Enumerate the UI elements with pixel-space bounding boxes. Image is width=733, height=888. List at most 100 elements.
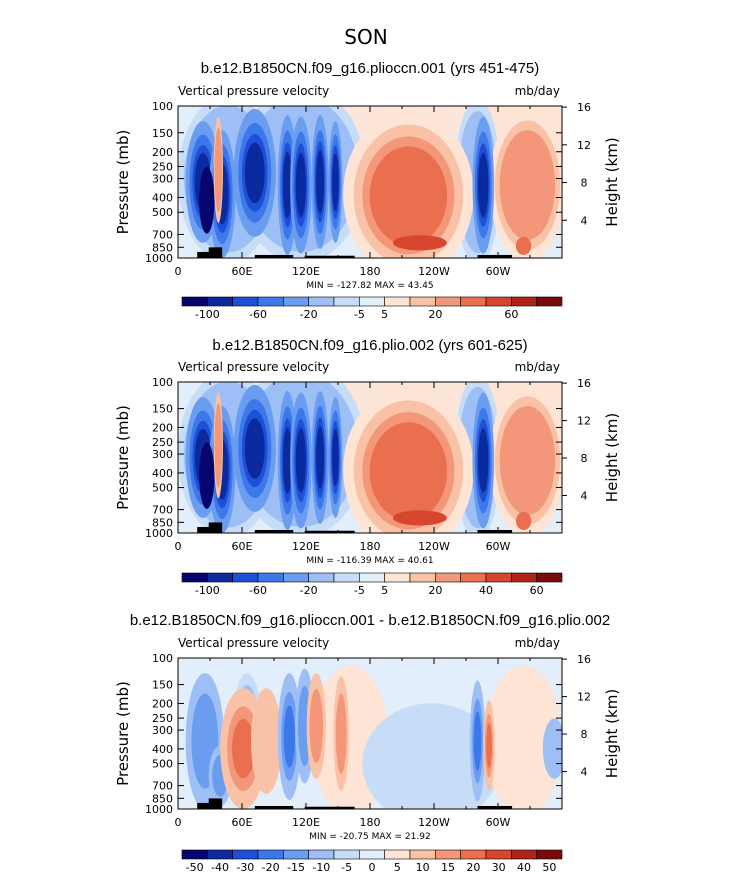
y-tick-label: 500: [152, 758, 173, 771]
colorbar-swatch: [333, 572, 360, 583]
height-tick-label: 16: [577, 377, 591, 390]
rise-core-a-0: [199, 442, 215, 509]
colorbar-label: 15: [441, 861, 455, 874]
colorbar: -50 -40 -30 -20 -15 -10 -5 0 5 10 15 20 30 40 50: [181, 849, 563, 874]
diff-pink-atlantic-0: [485, 665, 562, 809]
colorbar-swatch: [435, 849, 461, 860]
rise-column-4-3: [295, 428, 306, 493]
sink-pacific-3: [369, 422, 448, 521]
colorbar: -100 -60 -20 -5 5 20 60: [181, 296, 563, 321]
height-tick-label: 4: [581, 766, 588, 779]
height-tick-label: 8: [581, 728, 588, 741]
x-tick-label: 120W: [418, 816, 450, 829]
height-tick-label: 8: [581, 177, 588, 190]
colorbar-swatch: [359, 572, 385, 583]
y-tick-label: 700: [152, 780, 173, 793]
colorbar-swatch: [536, 572, 563, 583]
y-tick-label: 850: [152, 241, 173, 254]
colorbar-label: -30: [236, 861, 254, 874]
rise-column-5-3: [316, 425, 325, 490]
colorbar-swatch: [308, 296, 335, 307]
colorbar-swatch: [232, 296, 259, 307]
colorbar-swatch: [435, 572, 461, 583]
diff-sink-wp2-1: [335, 693, 347, 774]
y-tick-label: 200: [152, 146, 173, 159]
colorbar-label: -5: [354, 584, 365, 597]
y-tick-label: 1000: [145, 803, 173, 816]
colorbar-swatch: [283, 572, 309, 583]
colorbar-label: -100: [195, 584, 220, 597]
y-tick-label: 250: [152, 712, 173, 725]
min-max-label: MIN = -116.39 MAX = 40.61: [306, 556, 433, 566]
y-tick-label: 1000: [145, 252, 173, 265]
terrain-0: [197, 802, 217, 809]
diff-sink-india2-0: [250, 688, 282, 794]
x-tick-label: 180: [360, 540, 381, 553]
x-tick-label: 0: [175, 265, 182, 278]
terrain-1: [208, 247, 223, 258]
x-tick-label: 180: [360, 265, 381, 278]
terrain-0: [197, 526, 217, 533]
colorbar-swatch: [409, 572, 436, 583]
rise-column-5-3: [316, 150, 325, 214]
colorbar-label: 20: [428, 308, 442, 321]
colorbar-swatch: [460, 849, 487, 860]
sink-strip-africa-1: [214, 403, 223, 488]
chart-panel-1: b.e12.B1850CN.f09_g16.plioccn.001 (yrs 4…: [114, 60, 621, 321]
sink-atlantic-2: [499, 130, 556, 240]
colorbar-swatch: [283, 849, 309, 860]
colorbar-label: 60: [504, 308, 518, 321]
colorbar-label: 5: [381, 308, 388, 321]
colorbar-swatch: [511, 849, 537, 860]
figure-title: SON: [344, 25, 387, 49]
colorbar-label: 5: [381, 584, 388, 597]
rise-column-2-3: [244, 142, 265, 204]
diff-rise-maritime-2: [283, 705, 296, 768]
panel-title: b.e12.B1850CN.f09_g16.plio.002 (yrs 601-…: [212, 337, 527, 354]
rise-column-6-3: [332, 153, 339, 211]
y-tick-label: 100: [152, 652, 173, 665]
colorbar-swatch: [283, 296, 309, 307]
height-tick-label: 12: [577, 139, 591, 152]
terrain-3: [304, 806, 355, 809]
colorbar-swatch: [460, 296, 487, 307]
y-tick-label: 250: [152, 160, 173, 173]
variable-label: Vertical pressure velocity: [178, 636, 329, 650]
colorbar-swatch: [384, 296, 411, 307]
terrain-1: [208, 522, 223, 533]
x-tick-label: 120W: [418, 540, 450, 553]
chart-panel-2: b.e12.B1850CN.f09_g16.plio.002 (yrs 601-…: [114, 337, 621, 597]
y-tick-label: 100: [152, 376, 173, 389]
y-tick-label: 150: [152, 127, 173, 140]
x-tick-label: 120E: [292, 540, 320, 553]
colorbar-swatch: [181, 849, 208, 860]
colorbar-swatch: [333, 849, 360, 860]
sink-strip-africa-1: [214, 127, 223, 213]
rise-column-6-3: [332, 428, 339, 487]
colorbar-swatch: [511, 572, 537, 583]
x-tick-label: 60E: [232, 265, 253, 278]
colorbar-label: -5: [341, 861, 352, 874]
rise-column-2-3: [244, 418, 265, 479]
x-tick-label: 0: [175, 540, 182, 553]
sink-atlantic-2: [499, 405, 556, 516]
min-max-label: MIN = -20.75 MAX = 21.92: [309, 832, 430, 842]
colorbar-swatch: [485, 296, 512, 307]
y-tick-label: 300: [152, 448, 173, 461]
y-tick-label: 700: [152, 228, 173, 241]
y-tick-label: 200: [152, 697, 173, 710]
colorbar-label: -5: [354, 308, 365, 321]
y-axis-title-right: Height (km): [603, 413, 621, 502]
x-tick-label: 180: [360, 816, 381, 829]
colorbar-swatch: [207, 572, 233, 583]
colorbar-label: -100: [195, 308, 220, 321]
colorbar-label: -15: [287, 861, 305, 874]
y-axis-title: Pressure (mb): [114, 405, 132, 510]
colorbar-label: 0: [369, 861, 376, 874]
colorbar-label: 30: [492, 861, 506, 874]
sink-pacific-core: [393, 235, 447, 251]
rise-column-3-3: [282, 151, 292, 219]
rise-column-4-3: [295, 152, 306, 218]
height-tick-label: 12: [577, 691, 591, 704]
colorbar-swatch: [460, 572, 487, 583]
